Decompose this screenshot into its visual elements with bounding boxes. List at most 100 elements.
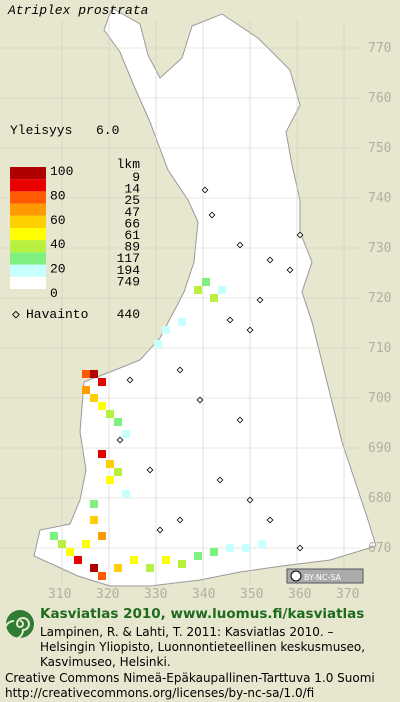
occurrence-cell <box>226 544 234 552</box>
observation-label: Havainto <box>26 307 88 322</box>
occurrence-cell <box>210 294 218 302</box>
northing-label: 680 <box>368 491 391 506</box>
citation-line: Lampinen, R. & Lahti, T. 2011: Kasviatla… <box>40 625 334 639</box>
legend-swatch <box>10 191 46 204</box>
northing-label: 710 <box>368 341 391 356</box>
count-label: 749 <box>117 274 140 289</box>
occurrence-cell <box>242 544 250 552</box>
northing-label: 700 <box>368 391 391 406</box>
count-label: 47 <box>124 205 140 220</box>
observation-point <box>256 296 264 304</box>
easting-label: 360 <box>288 587 311 602</box>
occurrence-cell <box>98 532 106 540</box>
occurrence-cell <box>194 552 202 560</box>
northing-label: 750 <box>368 141 391 156</box>
northing-label: 670 <box>368 541 391 556</box>
occurrence-cell <box>258 540 266 548</box>
count-label: 14 <box>124 182 140 197</box>
observation-point <box>196 396 204 404</box>
northing-label: 760 <box>368 91 391 106</box>
scale-label: 0 <box>50 286 58 301</box>
occurrence-cell <box>98 572 106 580</box>
northing-label: 740 <box>368 191 391 206</box>
observation-point <box>156 526 164 534</box>
legend-swatch <box>10 240 46 253</box>
occurrence-cell <box>90 500 98 508</box>
frequency-label: Yleisyys <box>10 123 72 138</box>
count-label: 117 <box>117 251 140 266</box>
occurrence-cell <box>106 476 114 484</box>
observation-points <box>116 186 304 552</box>
count-label: 194 <box>117 263 141 278</box>
easting-label: 330 <box>144 587 167 602</box>
observation-point <box>201 186 209 194</box>
occurrence-cell <box>98 450 106 458</box>
observation-point <box>296 544 304 552</box>
scale-label: 60 <box>50 213 66 228</box>
observation-point <box>176 516 184 524</box>
count-label: 66 <box>124 216 140 231</box>
occurrence-cell <box>178 560 186 568</box>
legend-swatch <box>10 179 46 192</box>
occurrence-cell <box>82 540 90 548</box>
occurrence-cell <box>82 370 90 378</box>
scale-label: 20 <box>50 262 66 277</box>
legend-swatch <box>10 215 46 228</box>
cc-icon <box>290 570 302 582</box>
observation-point <box>146 466 154 474</box>
observation-symbol: ◇ <box>12 307 20 322</box>
occurrence-cell <box>58 540 66 548</box>
scale-label: 100 <box>50 164 73 179</box>
northing-label: 730 <box>368 241 391 256</box>
observation-point <box>266 256 274 264</box>
scale-label: 40 <box>50 237 66 252</box>
legend-swatch <box>10 167 46 180</box>
occurrence-cell <box>90 564 98 572</box>
observation-point <box>296 231 304 239</box>
legend-swatch <box>10 264 46 277</box>
legend-swatch <box>10 276 46 289</box>
observation-point <box>126 376 134 384</box>
observation-point <box>286 266 294 274</box>
occurrence-cell <box>114 468 122 476</box>
occurrence-cell <box>106 460 114 468</box>
observation-point <box>266 516 274 524</box>
footer-title: Kasviatlas 2010, www.luomus.fi/kasviatla… <box>40 606 364 622</box>
occurrence-cell <box>178 318 186 326</box>
occurrence-cell <box>66 548 74 556</box>
occurrence-cell <box>130 556 138 564</box>
occurrence-cell <box>98 402 106 410</box>
occurrence-cell <box>90 370 98 378</box>
license-line: http://creativecommons.org/licenses/by-n… <box>5 686 314 700</box>
occurrence-cell <box>98 378 106 386</box>
northing-label: 720 <box>368 291 391 306</box>
easting-label: 370 <box>336 587 359 602</box>
occurrence-cell <box>122 490 130 498</box>
easting-label: 320 <box>96 587 119 602</box>
license-badge-text: BY-NC-SA <box>304 573 342 582</box>
scale-label: 80 <box>50 188 66 203</box>
citation-line: Kasvimuseo, Helsinki. <box>40 655 171 669</box>
easting-label: 340 <box>192 587 215 602</box>
observation-point <box>246 326 254 334</box>
count-label: 61 <box>124 228 140 243</box>
occurrence-cell <box>194 286 202 294</box>
occurrence-cell <box>90 394 98 402</box>
legend-swatch <box>10 203 46 216</box>
occurrence-cell <box>162 556 170 564</box>
observation-point <box>236 241 244 249</box>
occurrence-cell <box>122 430 130 438</box>
occurrence-cell <box>162 326 170 334</box>
observation-point <box>216 476 224 484</box>
occurrence-cell <box>202 278 210 286</box>
species-title: Atriplex prostrata <box>7 3 148 18</box>
count-label: 9 <box>132 170 140 185</box>
legend-swatch <box>10 228 46 241</box>
observation-count: 440 <box>117 307 140 322</box>
logo <box>4 610 34 640</box>
legend-swatch <box>10 252 46 265</box>
observation-point <box>246 496 254 504</box>
count-label: 89 <box>124 240 140 255</box>
license-badge <box>286 568 364 584</box>
